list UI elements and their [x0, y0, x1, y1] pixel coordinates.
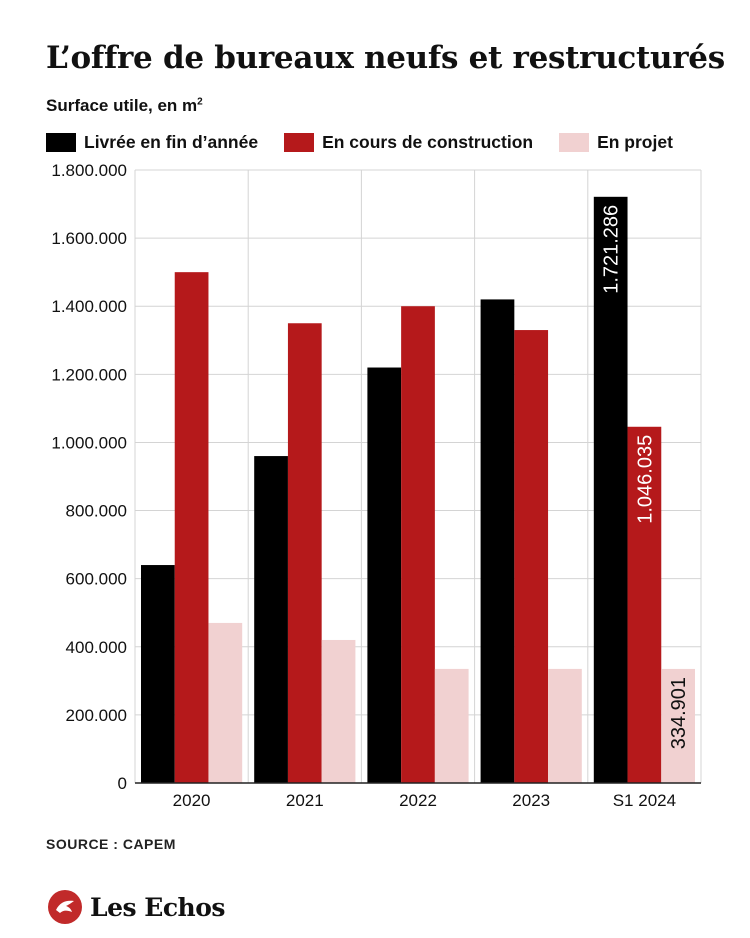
y-tick-label: 1.000.000	[51, 433, 127, 452]
bar	[661, 668, 695, 783]
legend-item-under-construction: En cours de construction	[284, 132, 533, 153]
x-tick-label: S1 2024	[613, 791, 676, 810]
bar	[321, 639, 356, 783]
legend-swatch-under-construction	[284, 133, 315, 152]
source-note: SOURCE : CAPEM	[46, 836, 176, 852]
bar	[367, 367, 402, 783]
legend-label-under-construction: En cours de construction	[322, 132, 534, 152]
y-tick-label: 400.000	[66, 638, 127, 657]
legend-item-planned: En projet	[559, 132, 673, 153]
bar	[254, 456, 288, 783]
bar	[627, 426, 662, 783]
y-tick-label: 600.000	[66, 570, 127, 589]
y-tick-label: 800.000	[66, 502, 127, 521]
brand-name: Les Echos	[90, 892, 225, 922]
y-tick-label: 0	[118, 774, 127, 793]
bar	[434, 668, 469, 783]
bar-data-label: 1.046.035	[634, 435, 656, 524]
bar-data-label: 1.721.286	[601, 205, 623, 294]
bar	[514, 330, 549, 783]
bar	[208, 622, 243, 783]
bar	[174, 272, 209, 783]
subtitle-text: Surface utile, en m	[46, 96, 198, 115]
bar-chart: 0 200.000 400.000 600.000 800.000 1.000.000 1.…	[51, 161, 702, 810]
legend-label-planned: En projet	[597, 132, 673, 152]
bar	[401, 306, 435, 783]
x-tick-label: 2020	[173, 791, 211, 810]
bar	[480, 299, 515, 783]
subtitle-superscript: 2	[197, 96, 203, 108]
chart-title: L’offre de bureaux neufs et restructurés	[46, 40, 725, 76]
brand-logo: Les Echos	[48, 890, 225, 924]
legend-swatch-planned	[559, 133, 590, 152]
chart-subtitle: Surface utile, en m2	[46, 96, 203, 116]
x-tick-label: 2021	[286, 791, 324, 810]
echos-bird-icon	[48, 890, 82, 924]
legend-label-delivered: Livrée en fin d’année	[84, 132, 259, 152]
bar	[548, 668, 582, 783]
y-tick-label: 1.200.000	[51, 365, 127, 384]
y-tick-label: 1.800.000	[51, 161, 127, 180]
bar	[141, 565, 175, 783]
bar-data-label: 334.901	[668, 677, 690, 749]
y-tick-label: 1.400.000	[51, 297, 127, 316]
legend-swatch-delivered	[46, 133, 76, 152]
bar	[287, 323, 322, 783]
x-tick-label: 2023	[512, 791, 550, 810]
x-tick-label: 2022	[399, 791, 437, 810]
legend-item-delivered: Livrée en fin d’année	[46, 132, 258, 153]
y-tick-label: 1.600.000	[51, 229, 127, 248]
y-tick-label: 200.000	[66, 706, 127, 725]
bar	[593, 196, 628, 783]
chart-legend: Livrée en fin d’année En cours de constr…	[46, 132, 673, 153]
